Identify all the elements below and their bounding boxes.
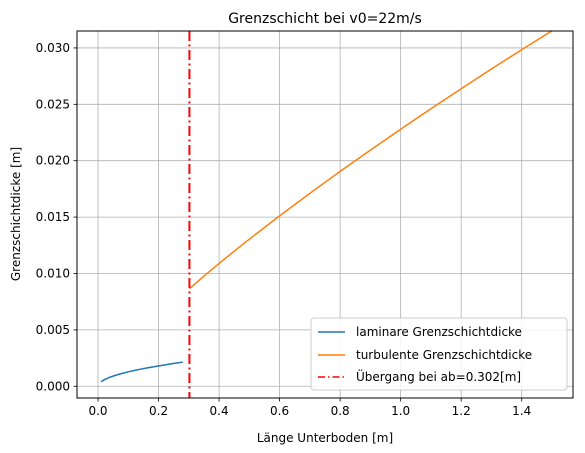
x-tick-label: 0.8 [331,404,350,418]
plot-lines [100,30,553,398]
legend-label-turbulent: turbulente Grenzschichtdicke [356,348,532,362]
series-line-turbulent [188,30,553,290]
x-axis-ticks: 0.0 0.2 0.4 0.6 0.8 1.0 1.2 1.4 [88,398,531,418]
plot-frame [76,30,574,399]
x-axis-label: Länge Unterboden [m] [257,431,393,445]
x-tick-label: 0.4 [210,404,229,418]
x-tick-label: 0.6 [270,404,289,418]
x-tick-label: 1.2 [452,404,471,418]
x-tick-label: 0.2 [149,404,168,418]
y-tick-label: 0.020 [36,154,70,168]
y-tick-label: 0.005 [36,323,70,337]
y-tick-label: 0.010 [36,266,70,280]
legend-label-laminar: laminare Grenzschichtdicke [356,325,522,339]
series-line-laminar [100,361,183,383]
y-axis-ticks: 0.000 0.005 0.010 0.015 0.020 0.025 0.030 [36,41,77,393]
y-tick-label: 0.015 [36,210,70,224]
y-axis-label: Grenzschichtdicke [m] [9,147,23,281]
x-tick-label: 1.0 [391,404,410,418]
x-tick-label: 0.0 [88,404,107,418]
y-tick-label: 0.030 [36,41,70,55]
legend: laminare Grenzschichtdicke turbulente Gr… [310,317,568,391]
legend-box [310,317,568,391]
legend-label-transition: Übergang bei ab=0.302[m] [356,368,521,384]
y-tick-label: 0.000 [36,379,70,393]
chart-title: Grenzschicht bei v0=22m/s [228,11,422,27]
y-tick-label: 0.025 [36,97,70,111]
x-tick-label: 1.4 [512,404,531,418]
